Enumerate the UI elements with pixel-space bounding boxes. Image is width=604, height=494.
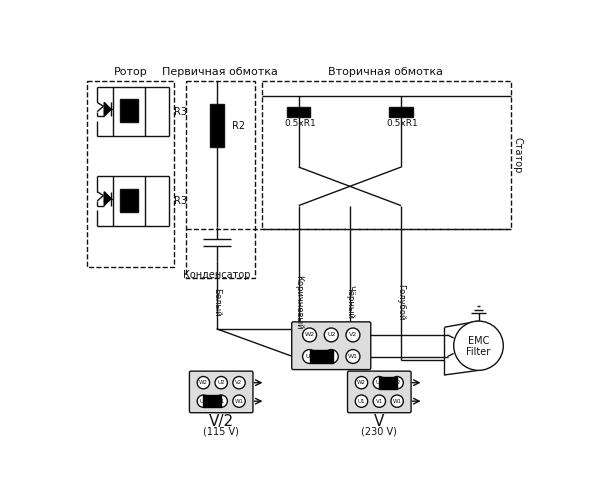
Text: 0.5xR1: 0.5xR1	[387, 119, 419, 127]
Text: V: V	[374, 414, 385, 429]
Text: U2: U2	[376, 380, 383, 385]
Bar	[113, 176, 145, 226]
Text: W1: W1	[234, 399, 243, 404]
Bar	[185, 81, 255, 278]
Text: W2: W2	[304, 332, 315, 337]
Circle shape	[355, 376, 368, 389]
Circle shape	[346, 328, 360, 342]
Text: W2: W2	[199, 380, 208, 385]
Text: EMC: EMC	[468, 336, 489, 346]
Bar	[120, 99, 138, 123]
Text: U2: U2	[327, 332, 335, 337]
Circle shape	[346, 350, 360, 364]
Circle shape	[303, 328, 316, 342]
Text: Голубой: Голубой	[396, 284, 405, 320]
Circle shape	[373, 395, 385, 408]
Text: R3: R3	[174, 196, 187, 206]
Circle shape	[355, 395, 368, 408]
FancyBboxPatch shape	[292, 322, 371, 370]
Text: Статор: Статор	[512, 136, 522, 173]
Text: W1: W1	[393, 399, 402, 404]
Circle shape	[324, 328, 338, 342]
Text: V/2: V/2	[208, 414, 234, 429]
Text: U2: U2	[217, 380, 225, 385]
Bar	[287, 107, 310, 117]
Text: V2: V2	[349, 332, 357, 337]
Text: V1: V1	[327, 354, 335, 359]
Text: Конденсатор: Конденсатор	[183, 270, 250, 280]
Circle shape	[303, 350, 316, 364]
Text: U1: U1	[358, 399, 365, 404]
Circle shape	[233, 376, 245, 389]
Text: R2: R2	[232, 121, 245, 130]
Bar	[120, 189, 138, 212]
Circle shape	[233, 395, 245, 408]
Circle shape	[454, 321, 503, 370]
Text: V2: V2	[393, 380, 400, 385]
Text: Коричневый: Коричневый	[294, 275, 303, 329]
Circle shape	[197, 376, 210, 389]
Circle shape	[391, 376, 403, 389]
Text: Ротор: Ротор	[114, 67, 147, 77]
Text: V1: V1	[376, 399, 383, 404]
Text: U1: U1	[200, 399, 207, 404]
Text: Filter: Filter	[466, 347, 490, 357]
Text: W2: W2	[357, 380, 366, 385]
Circle shape	[373, 376, 385, 389]
Bar	[87, 81, 174, 267]
Bar	[204, 395, 221, 408]
Bar	[379, 376, 397, 389]
Text: Чёрный: Чёрный	[345, 285, 355, 319]
Text: V1: V1	[217, 399, 225, 404]
Text: V2: V2	[236, 380, 243, 385]
Text: Белый: Белый	[212, 288, 221, 316]
Bar	[390, 107, 413, 117]
Text: (230 V): (230 V)	[361, 427, 397, 437]
Circle shape	[197, 395, 210, 408]
Circle shape	[324, 350, 338, 364]
Text: 0.5xR1: 0.5xR1	[284, 119, 316, 127]
Text: Первичная обмотка: Первичная обмотка	[162, 67, 278, 77]
Polygon shape	[104, 102, 111, 116]
Bar	[113, 87, 145, 136]
Bar	[310, 350, 333, 364]
Circle shape	[391, 395, 403, 408]
Circle shape	[215, 395, 227, 408]
Text: U1: U1	[306, 354, 313, 359]
Bar	[262, 81, 511, 229]
Polygon shape	[104, 192, 111, 206]
Text: Вторичная обмотка: Вторичная обмотка	[328, 67, 443, 77]
Circle shape	[215, 376, 227, 389]
FancyBboxPatch shape	[190, 371, 253, 412]
Text: R3: R3	[174, 107, 187, 117]
Text: (115 V): (115 V)	[204, 427, 239, 437]
FancyBboxPatch shape	[347, 371, 411, 412]
Text: W1: W1	[348, 354, 358, 359]
Bar	[210, 104, 223, 147]
